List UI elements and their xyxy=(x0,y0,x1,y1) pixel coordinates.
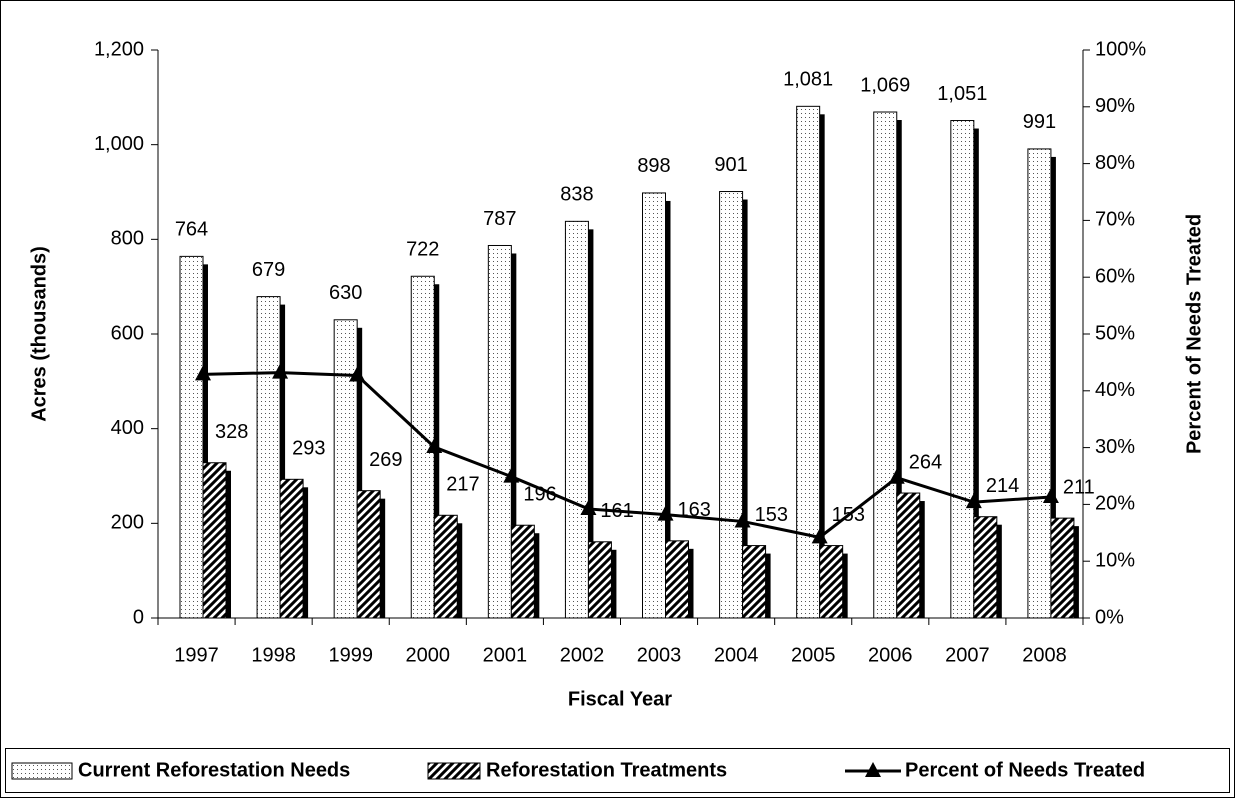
data-label: 211 xyxy=(1063,476,1095,498)
y-tick-label: 200 xyxy=(111,512,144,534)
line-marker xyxy=(195,365,211,381)
x-tick-label: 1997 xyxy=(174,644,219,666)
y2-tick-label: 90% xyxy=(1095,95,1135,117)
y2-tick-label: 10% xyxy=(1095,549,1135,571)
data-label: 1,051 xyxy=(937,83,987,105)
bar xyxy=(796,105,821,619)
bar xyxy=(202,462,227,619)
line-marker xyxy=(734,512,751,528)
data-label: 898 xyxy=(637,155,670,177)
y-tick-label: 600 xyxy=(111,322,144,344)
bar xyxy=(950,120,975,619)
bar xyxy=(873,111,898,619)
bar xyxy=(179,255,204,619)
y-axis-title: Acres (thousands) xyxy=(28,246,50,422)
x-tick-label: 2005 xyxy=(791,644,836,666)
x-tick-label: 2007 xyxy=(945,644,990,666)
line xyxy=(202,371,1052,539)
line-marker xyxy=(1042,488,1059,504)
y2-tick-label: 100% xyxy=(1095,38,1146,60)
bar xyxy=(742,545,767,619)
data-label: 1,081 xyxy=(783,69,833,91)
bar xyxy=(665,540,689,619)
x-tick-label: 2004 xyxy=(714,644,759,666)
y2-tick-label: 40% xyxy=(1095,379,1135,401)
data-label: 214 xyxy=(986,475,1019,497)
line-marker xyxy=(580,499,597,515)
line-marker xyxy=(888,468,905,484)
data-label: 787 xyxy=(483,208,516,230)
y-tick-label: 1,200 xyxy=(94,38,144,60)
y2-tick-label: 20% xyxy=(1095,493,1135,515)
line-marker xyxy=(811,528,828,544)
line-marker xyxy=(503,467,520,483)
data-label: 217 xyxy=(446,474,479,496)
x-tick-label: 2000 xyxy=(406,644,451,666)
data-label: 901 xyxy=(714,154,747,176)
x-tick-label: 2006 xyxy=(868,644,913,666)
data-label: 1,069 xyxy=(860,74,910,96)
y-tick-label: 0 xyxy=(133,606,144,628)
x-tick-label: 2008 xyxy=(1022,644,1067,666)
bar xyxy=(973,516,998,619)
data-label: 264 xyxy=(909,451,942,473)
y2-tick-label: 50% xyxy=(1095,322,1135,344)
legend-swatch xyxy=(11,762,73,780)
data-label: 764 xyxy=(175,219,208,241)
bar xyxy=(819,545,844,619)
legend-label: Percent of Needs Treated xyxy=(905,759,1145,781)
line-marker xyxy=(657,505,674,521)
y-tick-label: 400 xyxy=(111,417,144,439)
legend-swatch xyxy=(427,762,481,780)
line-marker xyxy=(426,438,443,454)
x-tick-label: 1999 xyxy=(328,644,373,666)
legend-box xyxy=(5,748,1230,793)
data-label: 630 xyxy=(329,282,362,304)
bar xyxy=(433,514,458,619)
y2-tick-label: 70% xyxy=(1095,209,1135,231)
y2-axis-title: Percent of Needs Treated xyxy=(1183,214,1205,454)
data-label: 293 xyxy=(292,438,325,460)
data-label: 328 xyxy=(215,421,248,443)
x-tick-label: 2003 xyxy=(637,644,682,666)
bar xyxy=(587,541,612,619)
bar xyxy=(487,244,512,619)
bar xyxy=(279,478,304,619)
x-tick-label: 1998 xyxy=(251,644,296,666)
line-marker xyxy=(349,366,366,382)
data-label: 722 xyxy=(406,239,439,261)
data-label: 679 xyxy=(252,259,285,281)
y2-tick-label: 80% xyxy=(1095,152,1135,174)
legend-label: Current Reforestation Needs xyxy=(78,759,350,781)
y-tick-label: 800 xyxy=(111,228,144,250)
line-marker xyxy=(965,493,982,509)
bar xyxy=(642,192,666,619)
x-tick-label: 2002 xyxy=(560,644,605,666)
line-marker xyxy=(272,363,289,379)
y-tick-label: 1,000 xyxy=(94,133,144,155)
bar xyxy=(564,220,589,619)
x-tick-label: 2001 xyxy=(483,644,528,666)
x-axis-title: Fiscal Year xyxy=(568,688,672,710)
legend-marker xyxy=(865,762,881,777)
bar xyxy=(896,492,921,619)
y2-tick-label: 30% xyxy=(1095,436,1135,458)
data-label: 838 xyxy=(560,184,593,206)
bar xyxy=(1050,517,1075,619)
bar xyxy=(719,191,744,619)
bar xyxy=(356,490,381,619)
bar xyxy=(333,319,358,619)
data-label: 196 xyxy=(523,484,556,506)
data-label: 269 xyxy=(369,449,402,471)
legend-label: Reforestation Treatments xyxy=(486,759,727,781)
data-label: 991 xyxy=(1023,111,1056,133)
data-label: 153 xyxy=(755,504,788,526)
bar xyxy=(510,524,535,619)
bar xyxy=(256,296,281,619)
y2-tick-label: 0% xyxy=(1095,606,1124,628)
bar xyxy=(1027,148,1052,619)
y2-tick-label: 60% xyxy=(1095,265,1135,287)
